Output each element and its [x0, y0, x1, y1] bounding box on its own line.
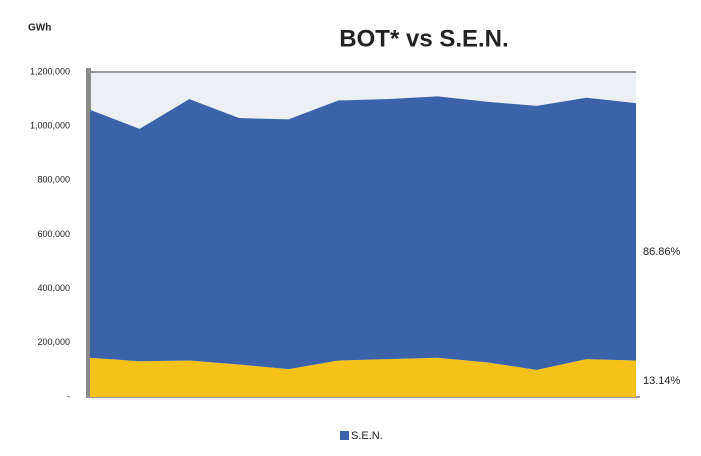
- annotation: 86.86%: [643, 246, 681, 258]
- y-tick-label: -: [67, 391, 70, 401]
- y-axis-label: GWh: [28, 23, 51, 34]
- chart-title: BOT* vs S.E.N.: [339, 25, 508, 52]
- legend-swatch: [340, 431, 349, 440]
- y-tick-label: 800,000: [37, 175, 70, 185]
- y-tick-label: 1,000,000: [30, 121, 70, 131]
- area: [90, 96, 636, 370]
- area: [90, 357, 636, 397]
- plot-edge: [86, 68, 91, 397]
- y-tick-label: 1,200,000: [30, 66, 70, 76]
- y-tick-label: 600,000: [37, 229, 70, 239]
- annotation: 13.14%: [643, 375, 681, 387]
- y-tick-label: 400,000: [37, 283, 70, 293]
- legend-label: S.E.N.: [351, 430, 383, 442]
- y-tick-label: 200,000: [37, 337, 70, 347]
